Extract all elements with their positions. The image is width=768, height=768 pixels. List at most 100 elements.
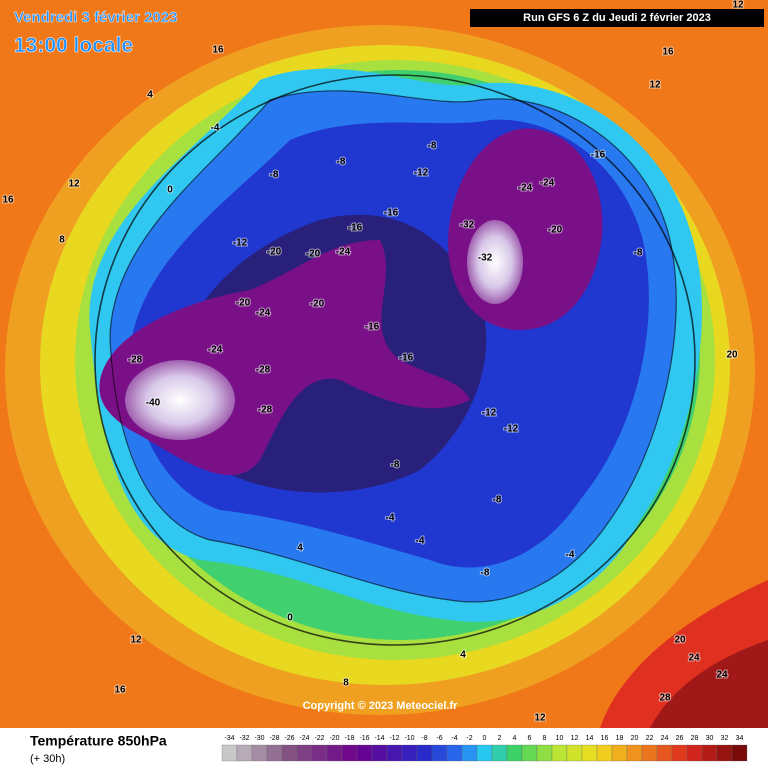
contour-labels: -40-28-28-28-24-24-24-20 -20-20 -20-16-16-…	[1, 0, 745, 725]
scale-label: 4	[513, 735, 517, 742]
scale-swatch	[326, 744, 343, 762]
scale-swatch	[686, 744, 703, 762]
scale-swatch	[596, 744, 613, 762]
contour-label: -16	[399, 353, 414, 364]
scale-label: -28	[269, 735, 279, 742]
scale-label: 8	[543, 735, 547, 742]
scale-label: 24	[661, 735, 669, 742]
scale-swatch	[491, 744, 508, 762]
scale-swatch	[671, 744, 688, 762]
contour-label: -28	[128, 355, 143, 366]
scale-swatch	[566, 744, 583, 762]
scale-swatch	[386, 744, 403, 762]
scale-swatch	[611, 744, 628, 762]
scale-label: -16	[359, 735, 369, 742]
scale-swatch	[506, 744, 523, 762]
contour-label: -8	[428, 141, 437, 152]
contour-label: 4	[460, 650, 466, 661]
contour-label: -28	[258, 405, 273, 416]
contour-label: 8	[59, 235, 65, 246]
scale-label: 18	[616, 735, 624, 742]
scale-label: -12	[389, 735, 399, 742]
scale-label: 10	[556, 735, 564, 742]
scale-label: 2	[498, 735, 502, 742]
legend: Température 850hPa (+ 30h) -34 -32 -30 -28-…	[30, 733, 748, 765]
contour-label: -4	[211, 123, 220, 134]
contour-label: 8	[343, 678, 349, 689]
scale-swatch	[476, 744, 493, 762]
contour-label: -28	[256, 365, 271, 376]
contour-label: -20	[548, 225, 563, 236]
contour-label: 0	[167, 185, 173, 196]
scale-label: 26	[676, 735, 684, 742]
scale-swatch	[656, 744, 673, 762]
run-info: Run GFS 6 Z du Jeudi 2 février 2023	[523, 12, 711, 24]
contour-label: 20	[674, 635, 686, 646]
scale-swatch	[731, 744, 748, 762]
scale-label: 6	[528, 735, 532, 742]
scale-label: -24	[299, 735, 309, 742]
scale-label: 34	[736, 735, 744, 742]
scale-swatch	[341, 744, 358, 762]
scale-swatch	[371, 744, 388, 762]
scale-label: 14	[586, 735, 594, 742]
legend-title: Température 850hPa	[30, 733, 167, 749]
scale-label: 28	[691, 735, 699, 742]
scale-swatch	[251, 744, 268, 762]
contour-label: -16	[384, 208, 399, 219]
contour-label: 0	[287, 613, 293, 624]
contour-label: 28	[659, 693, 671, 704]
scale-label: -32	[239, 735, 249, 742]
contour-label: -32	[478, 253, 493, 264]
scale-label: 32	[721, 735, 729, 742]
contour-label: -24	[208, 345, 223, 356]
contour-label: 16	[662, 47, 674, 58]
contour-label: 24	[688, 653, 700, 664]
contour-label: 16	[114, 685, 126, 696]
scale-swatch	[461, 744, 478, 762]
scale-swatch	[446, 744, 463, 762]
scale-label: -30	[254, 735, 264, 742]
contour-label: 4	[297, 543, 303, 554]
scale-label: -34	[224, 735, 234, 742]
map: Run GFS 6 Z du Jeudi 2 février 2023 Vend…	[0, 0, 768, 728]
scale-swatch	[311, 744, 328, 762]
contour-label: -24	[256, 308, 271, 319]
contour-label: 20	[726, 350, 738, 361]
scale-label: -22	[314, 735, 324, 742]
scale-label: 0	[483, 735, 487, 742]
scale-swatch	[401, 744, 418, 762]
scale-label: -20	[329, 735, 339, 742]
scale-label: 12	[571, 735, 579, 742]
scale-label: -14	[374, 735, 384, 742]
contour-label: -24	[540, 178, 555, 189]
scale-swatch	[581, 744, 598, 762]
scale-label: -6	[436, 735, 442, 742]
scale-label: 20	[631, 735, 639, 742]
scale-swatch	[221, 744, 238, 762]
contour-label: -8	[270, 170, 279, 181]
contour-label: -24	[336, 247, 351, 258]
contour-label: -20	[236, 298, 251, 309]
contour-label: -8	[337, 157, 346, 168]
contour-label: -4	[386, 513, 395, 524]
contour-label: 12	[534, 713, 546, 724]
scale-label: -26	[284, 735, 294, 742]
contour-label: -12	[482, 408, 497, 419]
scale-swatch	[296, 744, 313, 762]
scale-swatch	[641, 744, 658, 762]
contour-label: 4	[147, 90, 153, 101]
scale-swatch	[356, 744, 373, 762]
scale-swatch	[551, 744, 568, 762]
contour-label: -8	[493, 495, 502, 506]
scale-label: -4	[451, 735, 457, 742]
contour-label: -24	[518, 183, 533, 194]
contour-label: 16	[2, 195, 14, 206]
copyright: Copyright © 2023 Meteociel.fr	[303, 700, 459, 712]
contour-label: -16	[591, 150, 606, 161]
contour-label: -12	[414, 168, 429, 179]
contour-label: 12	[649, 80, 661, 91]
contour-label: -16	[348, 223, 363, 234]
contour-label: -20	[310, 299, 325, 310]
